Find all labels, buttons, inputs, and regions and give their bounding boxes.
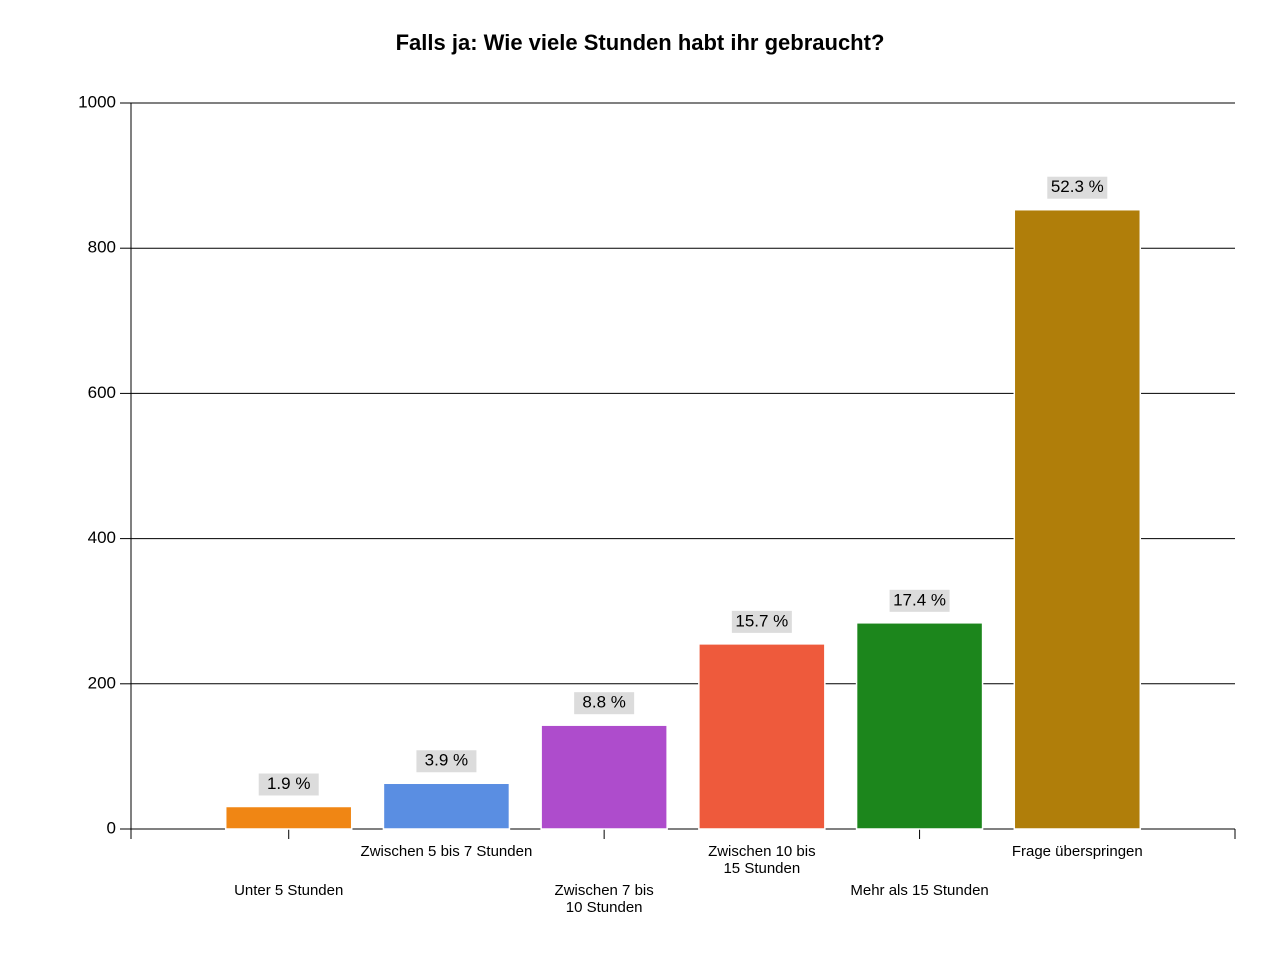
value-label-box <box>416 750 477 773</box>
x-tick-label: Zwischen 7 bis 10 Stunden <box>554 882 654 916</box>
x-tick-label: Unter 5 Stunden <box>234 882 344 899</box>
value-label: 3.9 % <box>425 751 468 770</box>
x-tick-label: Mehr als 15 Stunden <box>850 882 989 899</box>
value-label-box <box>889 589 950 612</box>
value-label: 8.8 % <box>582 693 625 712</box>
y-tick-label: 600 <box>88 383 116 402</box>
value-label: 1.9 % <box>267 774 310 793</box>
bar <box>1013 208 1142 830</box>
x-tick-label: Frage überspringen <box>1011 843 1143 860</box>
y-tick-label: 0 <box>107 818 116 837</box>
chart-title: Falls ja: Wie viele Stunden habt ihr geb… <box>396 30 885 55</box>
value-label: 15.7 % <box>735 611 788 630</box>
x-tick-label: Zwischen 5 bis 7 Stunden <box>360 843 533 860</box>
value-label-box <box>258 773 319 796</box>
y-tick-label: 400 <box>88 528 116 547</box>
value-label-box <box>731 610 792 633</box>
bar <box>224 805 353 830</box>
y-tick-label: 1000 <box>78 92 116 111</box>
y-tick-label: 800 <box>88 238 116 257</box>
bar <box>698 643 826 830</box>
y-tick-label: 200 <box>88 673 116 692</box>
bar <box>382 782 511 830</box>
value-label: 52.3 % <box>1051 177 1104 196</box>
value-label: 17.4 % <box>893 590 946 609</box>
value-label-box <box>574 692 635 715</box>
bar <box>855 622 984 830</box>
x-tick-label: Zwischen 10 bis 15 Stunden <box>708 843 816 877</box>
bar <box>540 724 668 830</box>
value-label-box <box>1047 176 1108 199</box>
